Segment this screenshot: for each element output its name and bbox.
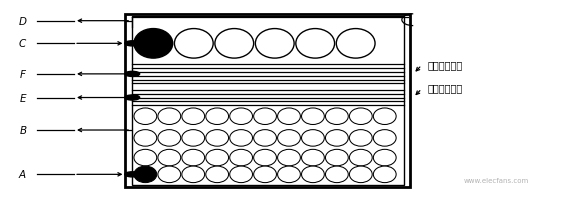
- Ellipse shape: [349, 149, 372, 166]
- Text: $B$: $B$: [19, 124, 27, 136]
- Ellipse shape: [373, 166, 396, 183]
- Text: www.elecfans.com: www.elecfans.com: [463, 178, 528, 184]
- Ellipse shape: [302, 108, 324, 125]
- Ellipse shape: [278, 130, 300, 146]
- Ellipse shape: [373, 149, 396, 166]
- Text: $C$: $C$: [18, 37, 27, 49]
- Ellipse shape: [174, 29, 213, 58]
- Text: 初级屏蔽绕组: 初级屏蔽绕组: [428, 84, 463, 94]
- Ellipse shape: [215, 29, 254, 58]
- Ellipse shape: [182, 166, 205, 183]
- Ellipse shape: [254, 108, 276, 125]
- Ellipse shape: [349, 130, 372, 146]
- Ellipse shape: [349, 108, 372, 125]
- Ellipse shape: [278, 108, 300, 125]
- Ellipse shape: [325, 130, 348, 146]
- Ellipse shape: [254, 130, 276, 146]
- Ellipse shape: [182, 130, 205, 146]
- Ellipse shape: [302, 149, 324, 166]
- Ellipse shape: [182, 149, 205, 166]
- Ellipse shape: [230, 149, 253, 166]
- Ellipse shape: [134, 108, 157, 125]
- Bar: [132, 16, 404, 185]
- Ellipse shape: [296, 29, 335, 58]
- Ellipse shape: [134, 29, 173, 58]
- Text: $E$: $E$: [19, 92, 27, 103]
- Ellipse shape: [349, 166, 372, 183]
- Ellipse shape: [230, 166, 253, 183]
- Ellipse shape: [325, 149, 348, 166]
- Ellipse shape: [158, 108, 181, 125]
- Ellipse shape: [158, 149, 181, 166]
- Ellipse shape: [336, 29, 375, 58]
- Ellipse shape: [254, 149, 276, 166]
- Text: $D$: $D$: [18, 15, 27, 27]
- Ellipse shape: [134, 130, 157, 146]
- Ellipse shape: [302, 130, 324, 146]
- Ellipse shape: [373, 130, 396, 146]
- Circle shape: [125, 71, 140, 76]
- Ellipse shape: [206, 166, 229, 183]
- Ellipse shape: [158, 166, 181, 183]
- Ellipse shape: [325, 108, 348, 125]
- Ellipse shape: [206, 108, 229, 125]
- Text: $A$: $A$: [18, 168, 27, 180]
- Ellipse shape: [206, 130, 229, 146]
- Ellipse shape: [373, 108, 396, 125]
- Circle shape: [125, 41, 140, 46]
- Ellipse shape: [278, 166, 300, 183]
- Bar: [125, 14, 410, 187]
- Ellipse shape: [278, 149, 300, 166]
- Text: $F$: $F$: [19, 68, 27, 80]
- Text: 次级屏蔽绕组: 次级屏蔽绕组: [428, 60, 463, 70]
- Ellipse shape: [134, 166, 157, 183]
- Ellipse shape: [182, 108, 205, 125]
- Circle shape: [125, 95, 140, 100]
- Ellipse shape: [230, 108, 253, 125]
- Ellipse shape: [302, 166, 324, 183]
- Ellipse shape: [254, 166, 276, 183]
- Ellipse shape: [134, 149, 157, 166]
- Ellipse shape: [158, 130, 181, 146]
- Ellipse shape: [325, 166, 348, 183]
- Ellipse shape: [230, 130, 253, 146]
- Circle shape: [125, 172, 140, 177]
- Ellipse shape: [255, 29, 294, 58]
- Ellipse shape: [206, 149, 229, 166]
